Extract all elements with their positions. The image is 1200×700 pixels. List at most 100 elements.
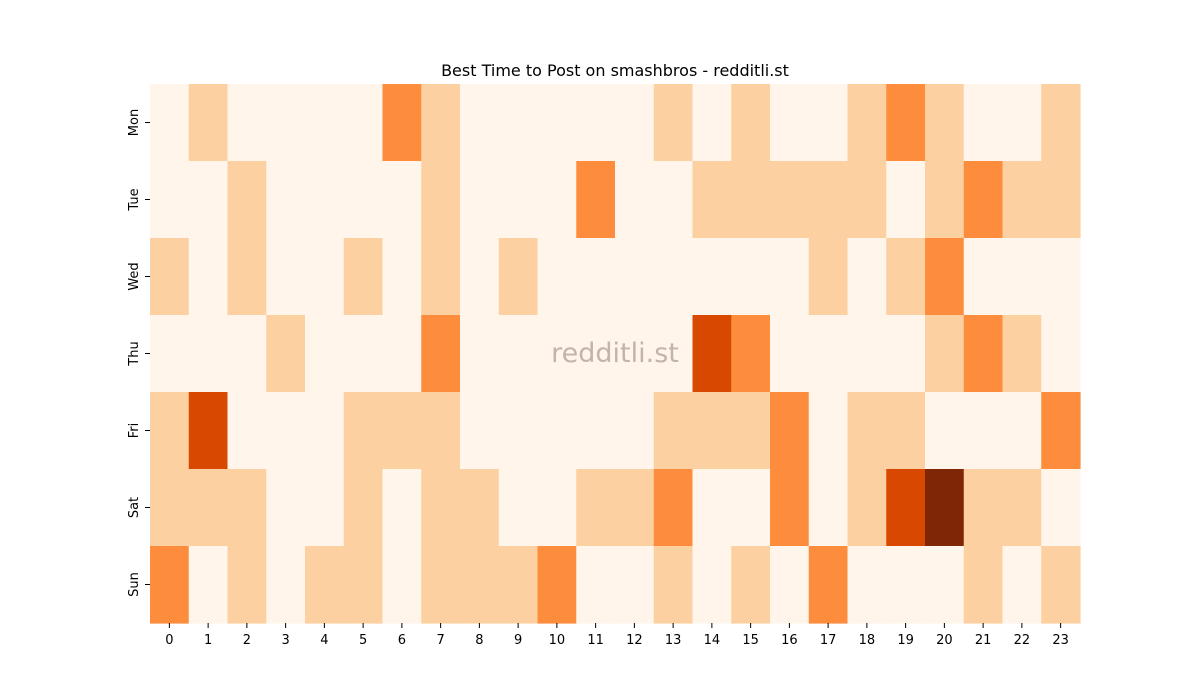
x-tick-label: 11 [587, 633, 604, 648]
x-tick-label: 18 [859, 633, 876, 648]
y-tick-label: Thu [127, 341, 142, 366]
x-tick-label: 1 [204, 633, 212, 648]
heatmap-cell-wed-23 [1041, 238, 1081, 316]
x-tick-label: 6 [398, 633, 406, 648]
heatmap-cell-tue-6 [382, 161, 422, 239]
heatmap-cell-thu-11 [576, 315, 616, 393]
heatmap-cell-wed-2 [227, 238, 267, 316]
heatmap-cell-thu-13 [653, 315, 694, 393]
heatmap-cell-fri-20 [925, 392, 965, 470]
heatmap-cell-tue-3 [266, 161, 306, 239]
heatmap-cell-sun-0 [150, 546, 190, 624]
heatmap-cell-tue-23 [1041, 161, 1081, 239]
heatmap-cell-wed-8 [460, 238, 500, 316]
heatmap-cell-tue-20 [925, 161, 965, 239]
heatmap-cell-sat-4 [305, 469, 345, 547]
heatmap-cell-thu-22 [1002, 315, 1042, 393]
heatmap-cell-sun-18 [847, 546, 887, 624]
heatmap-cell-thu-9 [498, 315, 539, 393]
heatmap-cell-sat-22 [1002, 469, 1042, 547]
heatmap-cell-wed-4 [305, 238, 345, 316]
heatmap-cell-thu-19 [886, 315, 926, 393]
heatmap-cell-sun-22 [1002, 546, 1042, 624]
heatmap-cell-thu-14 [692, 315, 732, 393]
heatmap-cell-fri-22 [1002, 392, 1042, 470]
heatmap-cell-thu-17 [808, 315, 849, 393]
heatmap-cell-mon-18 [847, 84, 887, 162]
x-tick-label: 7 [436, 633, 444, 648]
heatmap-cell-sat-9 [498, 469, 539, 547]
x-tick-label: 3 [281, 633, 289, 648]
y-tick-label: Fri [127, 423, 142, 439]
heatmap-cell-wed-1 [188, 238, 229, 316]
heatmap-cell-sun-12 [615, 546, 655, 624]
heatmap-cell-sun-19 [886, 546, 926, 624]
heatmap-cell-tue-14 [692, 161, 732, 239]
y-tick-label: Tue [127, 188, 142, 211]
heatmap-cell-fri-21 [963, 392, 1004, 470]
heatmap-cell-thu-8 [460, 315, 500, 393]
heatmap-cell-tue-5 [343, 161, 384, 239]
heatmap-cell-fri-8 [460, 392, 500, 470]
heatmap-cell-mon-7 [421, 84, 461, 162]
heatmap-cell-thu-18 [847, 315, 887, 393]
heatmap-cell-thu-5 [343, 315, 384, 393]
heatmap-cell-fri-5 [343, 392, 384, 470]
x-tick-label: 21 [975, 633, 992, 648]
heatmap-cell-sun-14 [692, 546, 732, 624]
heatmap-cell-sun-16 [770, 546, 810, 624]
heatmap-cell-wed-7 [421, 238, 461, 316]
heatmap-cell-sun-15 [731, 546, 771, 624]
heatmap-cell-sat-21 [963, 469, 1004, 547]
heatmap-cell-sat-20 [925, 469, 965, 547]
heatmap-cell-sun-3 [266, 546, 306, 624]
heatmap-cell-tue-16 [770, 161, 810, 239]
heatmap-cell-mon-16 [770, 84, 810, 162]
heatmap-cell-tue-18 [847, 161, 887, 239]
heatmap-cell-fri-6 [382, 392, 422, 470]
heatmap-cell-fri-9 [498, 392, 539, 470]
x-tick-label: 8 [475, 633, 483, 648]
heatmap-cell-sun-11 [576, 546, 616, 624]
x-tick-label: 17 [820, 633, 837, 648]
heatmap-cell-mon-10 [537, 84, 577, 162]
y-axis-ticks: Mon Tue Wed Thu Fri Sat Sun [127, 109, 150, 597]
heatmap-cell-tue-1 [188, 161, 229, 239]
heatmap-cell-sat-6 [382, 469, 422, 547]
heatmap-cell-wed-13 [653, 238, 694, 316]
chart-title: Best Time to Post on smashbros - redditl… [441, 61, 789, 80]
heatmap-cell-wed-5 [343, 238, 384, 316]
heatmap-cell-fri-1 [188, 392, 229, 470]
heatmap-cell-sun-17 [808, 546, 849, 624]
heatmap-cell-mon-6 [382, 84, 422, 162]
heatmap-cell-mon-17 [808, 84, 849, 162]
heatmap-cell-fri-18 [847, 392, 887, 470]
heatmap-cell-wed-12 [615, 238, 655, 316]
heatmap-cell-tue-7 [421, 161, 461, 239]
heatmap-cell-sat-11 [576, 469, 616, 547]
heatmap-cell-tue-12 [615, 161, 655, 239]
y-tick-label: Mon [127, 109, 142, 136]
heatmap-cell-fri-3 [266, 392, 306, 470]
heatmap-cell-sat-8 [460, 469, 500, 547]
heatmap-cell-mon-3 [266, 84, 306, 162]
heatmap-cell-sat-7 [421, 469, 461, 547]
heatmap-cell-sun-9 [498, 546, 539, 624]
heatmap-cell-fri-17 [808, 392, 849, 470]
heatmap-cell-fri-16 [770, 392, 810, 470]
heatmap-cell-fri-14 [692, 392, 732, 470]
heatmap-cell-fri-2 [227, 392, 267, 470]
heatmap-cell-sat-12 [615, 469, 655, 547]
heatmap-cell-wed-16 [770, 238, 810, 316]
heatmap-cell-wed-22 [1002, 238, 1042, 316]
heatmap-cell-tue-22 [1002, 161, 1042, 239]
heatmap-cell-thu-15 [731, 315, 771, 393]
x-tick-label: 15 [742, 633, 759, 648]
heatmap-cell-thu-16 [770, 315, 810, 393]
heatmap-cell-mon-23 [1041, 84, 1081, 162]
heatmap-cell-thu-4 [305, 315, 345, 393]
heatmap-cell-fri-19 [886, 392, 926, 470]
heatmap-cell-sat-23 [1041, 469, 1081, 547]
heatmap-cell-wed-3 [266, 238, 306, 316]
heatmap-cell-sun-21 [963, 546, 1004, 624]
